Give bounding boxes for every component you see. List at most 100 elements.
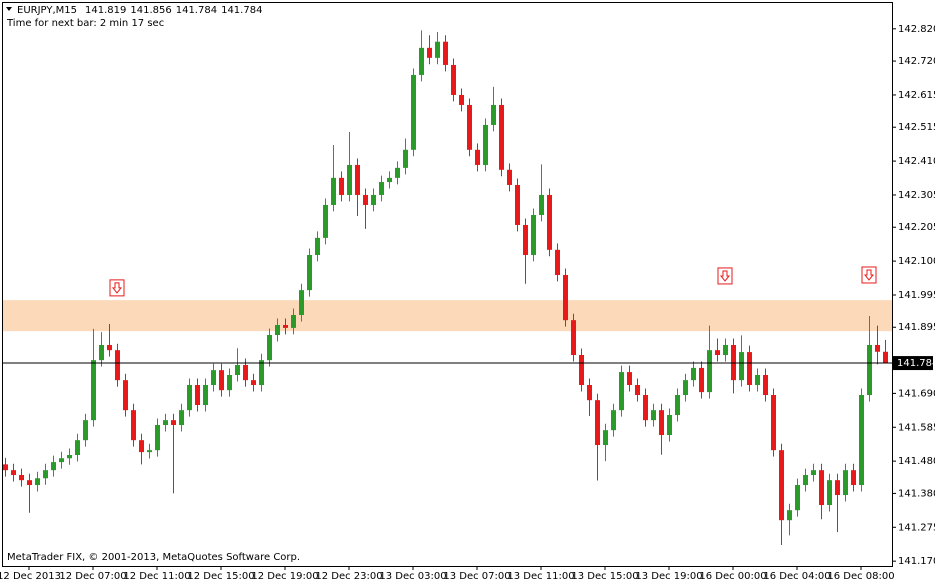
candle-body — [163, 420, 168, 426]
candle-body — [323, 204, 328, 238]
y-tick-label: 142.205 — [898, 222, 935, 233]
arrow-icon — [863, 269, 875, 281]
candle-body — [147, 450, 152, 453]
current-price-label: 141.784 — [897, 358, 935, 369]
candle-body — [251, 380, 256, 386]
candle-body — [755, 374, 760, 386]
candle-body — [219, 370, 224, 391]
y-tick-label: 142.515 — [898, 122, 935, 133]
footer: MetaTrader FIX, © 2001-2013, MetaQuotes … — [7, 552, 300, 563]
candle-body — [243, 364, 248, 381]
x-tick-label: 13 Dec 03:00 — [379, 571, 446, 582]
candle-body — [355, 164, 360, 195]
candle-body — [75, 440, 80, 456]
candle-body — [203, 385, 208, 406]
candle-body — [67, 455, 72, 459]
candle-body — [603, 430, 608, 446]
x-tick-label: 13 Dec 07:00 — [443, 571, 510, 582]
candle-body — [531, 214, 536, 255]
candle-body — [819, 470, 824, 506]
candle-body — [331, 177, 336, 205]
x-tick-label: 13 Dec 15:00 — [571, 571, 638, 582]
candle-body — [739, 352, 744, 381]
y-tick-label: 141.170 — [898, 556, 935, 567]
sell-arrow — [717, 267, 733, 285]
candle-body — [483, 124, 488, 165]
candle-body — [315, 237, 320, 255]
candle-body — [83, 420, 88, 441]
candle-body — [811, 470, 816, 476]
candle-body — [379, 182, 384, 195]
candle-body — [651, 410, 656, 421]
menu-triangle[interactable] — [6, 7, 12, 11]
candle-body — [683, 380, 688, 396]
candle-body — [307, 254, 312, 291]
candle-body — [451, 64, 456, 95]
symbol: EURJPY,M15 — [17, 5, 77, 16]
arrow-icon — [111, 282, 123, 294]
x-tick-label: 16 Dec 04:00 — [763, 571, 830, 582]
last-close: 141.784 — [221, 5, 262, 16]
candle-body — [523, 224, 528, 255]
candle-body — [843, 470, 848, 496]
sell-arrow — [861, 266, 877, 284]
candle-body — [51, 462, 56, 471]
candle-body — [867, 344, 872, 396]
candle-body — [3, 464, 8, 471]
candle-body — [443, 41, 448, 65]
candle-body — [459, 94, 464, 105]
candle-body — [395, 167, 400, 178]
x-tick-label: 12 Dec 19:00 — [251, 571, 318, 582]
arrow-icon — [719, 270, 731, 282]
candle-body — [579, 354, 584, 386]
y-tick-label: 141.480 — [898, 456, 935, 467]
candle-body — [283, 324, 288, 328]
candle-body — [411, 74, 416, 150]
x-tick-label: 16 Dec 00:00 — [699, 571, 766, 582]
y-tick-label: 142.410 — [898, 156, 935, 167]
candle-body — [347, 164, 352, 195]
candle-body — [555, 249, 560, 275]
candle-body — [491, 104, 496, 125]
candle-body — [275, 324, 280, 335]
candle-body — [547, 194, 552, 250]
candle-body — [123, 380, 128, 411]
header: EURJPY,M15 141.819 141.856 141.784 141.784 — [17, 5, 262, 16]
candle-body — [467, 104, 472, 150]
candle-body — [171, 420, 176, 426]
candle-body — [267, 334, 272, 361]
y-tick-label: 141.585 — [898, 422, 935, 433]
y-tick-label: 141.690 — [898, 388, 935, 399]
x-tick-label: 16 Dec 08:00 — [827, 571, 894, 582]
arrow-box — [109, 279, 125, 297]
candle-body — [699, 367, 704, 393]
last-low: 141.784 — [176, 5, 217, 16]
sell-arrow — [109, 279, 125, 297]
candle-body — [435, 41, 440, 58]
candle-body — [235, 364, 240, 375]
candle-body — [291, 314, 296, 328]
candle-body — [403, 149, 408, 168]
candle-body — [635, 385, 640, 396]
candle-body — [187, 385, 192, 411]
candle-body — [179, 410, 184, 426]
candle-body — [131, 410, 136, 441]
y-tick-label: 142.820 — [898, 24, 935, 35]
candle-body — [619, 372, 624, 411]
y-tick-label: 141.995 — [898, 290, 935, 301]
candle-body — [195, 385, 200, 406]
candle-body — [875, 344, 880, 352]
candle-body — [627, 372, 632, 386]
candle-body — [707, 350, 712, 393]
candle-body — [507, 169, 512, 185]
candle-body — [851, 470, 856, 486]
candle-body — [91, 360, 96, 421]
candle-body — [107, 344, 112, 351]
candle-body — [155, 425, 160, 451]
candle-body — [883, 351, 888, 364]
candle-body — [747, 352, 752, 386]
candle-body — [691, 367, 696, 381]
candle-body — [363, 194, 368, 205]
